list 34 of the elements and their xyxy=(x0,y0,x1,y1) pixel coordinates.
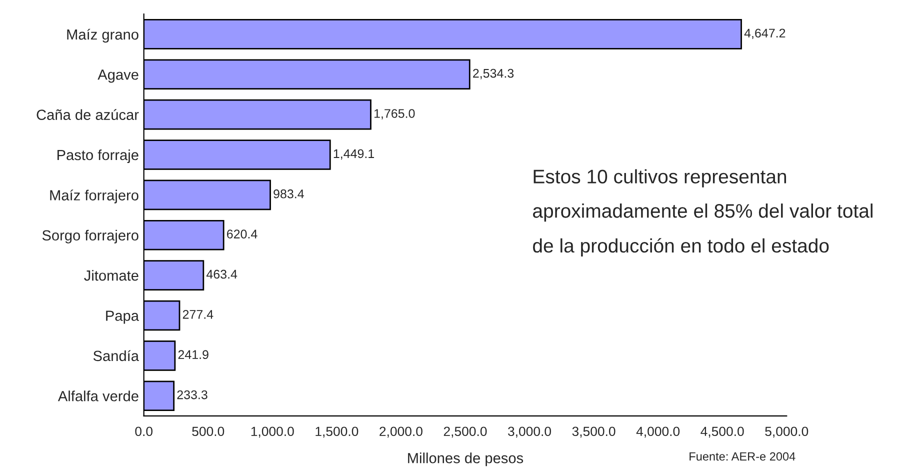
x-tick-label: 5,000.0 xyxy=(765,426,808,438)
y-tick-label: Caña de azúcar xyxy=(36,109,139,120)
y-tick-label: Jitomate xyxy=(84,270,138,281)
data-label: 241.9 xyxy=(178,350,208,360)
data-label: 1,449.1 xyxy=(334,149,374,160)
source-note: Fuente: AER-e 2004 xyxy=(690,452,796,461)
x-tick-label: 0.0 xyxy=(135,426,152,436)
data-label: 463.4 xyxy=(206,270,238,279)
x-tick-label: 4,500.0 xyxy=(700,426,744,438)
x-tick-label: 3,000.0 xyxy=(508,426,552,438)
y-tick-label: Maíz forrajero xyxy=(50,190,138,204)
x-axis-title: Millones de pesos xyxy=(408,452,524,466)
x-tick-label: 1,000.0 xyxy=(251,426,294,438)
x-tick-label: 3,500.0 xyxy=(572,426,616,438)
x-tick-label: 500.0 xyxy=(192,426,224,436)
y-tick-label: Alfalfa verde xyxy=(58,390,138,402)
x-tick-label: 2,000.0 xyxy=(380,426,422,438)
y-tick-label: Agave xyxy=(98,70,138,83)
y-tick-label: Pasto forraje xyxy=(58,149,138,164)
y-tick-label: Sandía xyxy=(93,350,139,362)
y-tick-label: Sorgo forrajero xyxy=(42,230,138,244)
data-label: 1,765.0 xyxy=(374,109,415,120)
data-label: 620.4 xyxy=(227,230,258,238)
x-tick-label: 2,500.0 xyxy=(444,426,487,438)
y-tick-label: Maíz grano xyxy=(67,28,138,43)
data-label: 2,534.3 xyxy=(473,68,514,80)
y-tick-label: Papa xyxy=(106,310,139,324)
x-tick-label: 1,500.0 xyxy=(316,426,358,438)
data-label: 4,647.2 xyxy=(744,28,786,40)
data-label: 277.4 xyxy=(182,310,214,319)
data-label: 233.3 xyxy=(177,390,208,400)
x-tick-label: 4,000.0 xyxy=(636,426,680,438)
data-label: 983.4 xyxy=(274,189,304,198)
annotation: Estos 10 cultivos representan aproximadamente el 85% del valor total de la producción en todo el estado xyxy=(533,169,872,256)
